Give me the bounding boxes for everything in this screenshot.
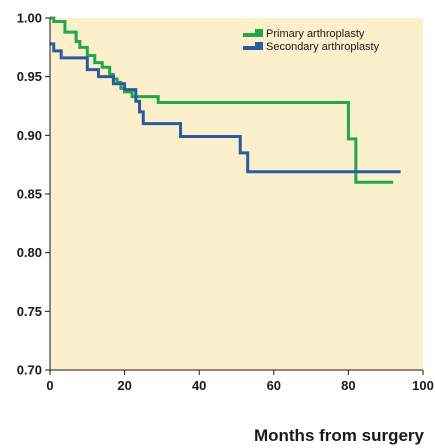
x-tick-label: 60 [267,378,281,393]
plot-background [50,18,423,370]
y-tick-label: 0.95 [17,69,42,84]
y-tick-label: 0.75 [17,304,42,319]
x-tick-label: 80 [341,378,355,393]
legend-label: Primary arthroplasty [266,28,365,40]
x-axis-title: Months from surgery [254,426,425,445]
legend-swatch-marker [255,42,263,50]
y-tick-label: 0.90 [17,128,42,143]
x-tick-label: 20 [117,378,131,393]
y-tick-label: 0.85 [17,187,42,202]
y-tick-label: 1.00 [17,11,42,26]
series-line-secondary [50,42,401,174]
y-axis-ticks: 0.70 0.75 0.80 0.85 0.90 0.95 1.00 [17,11,50,378]
series-line-primary [50,16,394,184]
legend-swatch-line [243,46,257,50]
legend-swatch-marker [255,29,263,37]
legend-swatch-line [243,33,257,37]
x-tick-label: 100 [412,378,434,393]
series-layer [50,16,401,184]
y-tick-label: 0.80 [17,245,42,260]
x-axis-ticks: 0 20 40 60 80 100 [46,370,434,393]
x-tick-label: 40 [192,378,206,393]
y-tick-label: 0.70 [17,363,42,378]
legend-label: Secondary arthroplasty [266,41,380,53]
x-tick-label: 0 [46,378,53,393]
